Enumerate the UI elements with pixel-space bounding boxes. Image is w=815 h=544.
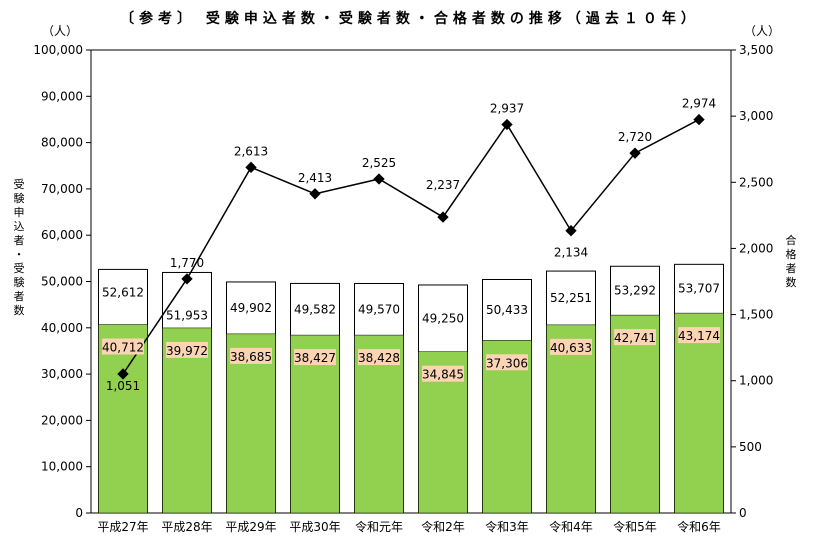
passers-value-label: 2,237 [426,178,460,192]
x-tick-label: 平成28年 [161,520,212,534]
examinees-value-label: 38,427 [294,351,336,365]
passers-value-label: 1,051 [106,379,140,393]
applicants-value-label: 49,250 [422,311,464,325]
applicants-value-label: 52,612 [102,286,144,300]
examinees-value-label: 42,741 [614,331,656,345]
passers-value-label: 2,413 [298,171,332,185]
right-tick-label: 1,000 [739,374,773,388]
applicants-value-label: 51,953 [166,309,208,323]
right-tick-label: 3,000 [739,109,773,123]
passers-point [373,173,385,185]
x-tick-label: 平成29年 [225,520,276,534]
examinees-value-label: 37,306 [486,356,528,370]
passers-value-label: 2,974 [682,97,716,111]
examinees-label-bg [678,327,720,344]
examinees-bar [610,314,660,514]
left-tick-label: 60,000 [41,228,83,242]
right-axis-label: 合格者数 [785,234,797,289]
left-tick-label: 100,000 [33,43,83,57]
left-axis-label: 受験申込者・受験者数 [13,178,25,317]
passers-point [565,225,577,237]
applicants-value-label: 53,292 [614,284,656,298]
examinees-value-label: 34,845 [422,368,464,382]
examinees-value-label: 43,174 [678,329,720,343]
applicants-value-label: 49,582 [294,302,336,316]
examinees-value-label: 39,972 [166,344,208,358]
left-tick-label: 0 [75,506,83,520]
chart-title: 〔参考〕 受験申込者数・受験者数・合格者数の推移（過去１０年） [120,11,700,27]
x-tick-label: 令和5年 [613,519,657,534]
x-tick-label: 平成30年 [289,520,340,534]
passers-value-label: 2,525 [362,156,396,170]
right-tick-label: 3,500 [739,43,773,57]
examinees-label-bg [550,338,592,355]
examinees-label-bg [230,347,272,364]
passers-value-label: 1,770 [170,256,204,270]
left-tick-label: 90,000 [41,89,83,103]
x-tick-label: 平成27年 [97,520,148,534]
examinees-bar [162,327,212,514]
left-tick-label: 20,000 [41,413,83,427]
right-tick-label: 1,500 [739,308,773,322]
applicants-value-label: 52,251 [550,291,592,305]
passers-value-label: 2,720 [618,130,652,144]
left-tick-label: 10,000 [41,460,83,474]
left-tick-label: 70,000 [41,182,83,196]
right-tick-label: 500 [739,440,762,454]
passers-point [309,188,321,200]
right-axis-unit: （人） [744,24,780,38]
examinees-label-bg [486,354,528,371]
x-tick-label: 令和2年 [421,519,465,534]
left-tick-label: 50,000 [41,275,83,289]
passers-point [181,273,193,285]
examinees-value-label: 40,712 [102,341,144,355]
applicants-value-label: 49,902 [230,301,272,315]
left-axis-unit: （人） [42,24,78,38]
passers-line [122,118,700,375]
examinees-label-bg [294,349,336,366]
examinees-value-label: 40,633 [550,341,592,355]
passers-point [629,147,641,159]
x-tick-label: 令和6年 [677,519,721,534]
left-tick-label: 40,000 [41,321,83,335]
x-tick-label: 令和4年 [549,519,593,534]
left-tick-label: 30,000 [41,367,83,381]
applicants-value-label: 50,433 [486,303,528,317]
left-tick-label: 80,000 [41,136,83,150]
applicants-value-label: 49,570 [358,302,400,316]
examinees-label-bg [614,329,656,346]
passers-point [245,161,257,173]
examinees-label-bg [422,365,464,382]
passers-point [501,118,513,131]
examinees-label-bg [358,349,400,366]
examinees-value-label: 38,428 [358,351,400,365]
passers-value-label: 2,613 [234,144,268,158]
right-tick-label: 2,000 [739,241,773,255]
passers-value-label: 2,134 [554,246,588,260]
passers-value-label: 2,937 [490,101,524,115]
examinees-value-label: 38,685 [230,350,272,364]
right-tick-label: 0 [739,506,747,520]
examinees-bar [674,312,724,514]
x-tick-label: 令和元年 [355,519,403,534]
examinees-bar [546,324,596,514]
passers-point [693,113,705,126]
right-tick-label: 2,500 [739,175,773,189]
x-tick-label: 令和3年 [485,519,529,534]
examinees-bar [98,324,148,514]
passers-point [437,211,449,223]
examinees-label-bg [166,341,208,358]
applicants-value-label: 53,707 [678,282,720,296]
examinees-label-bg [102,338,144,355]
